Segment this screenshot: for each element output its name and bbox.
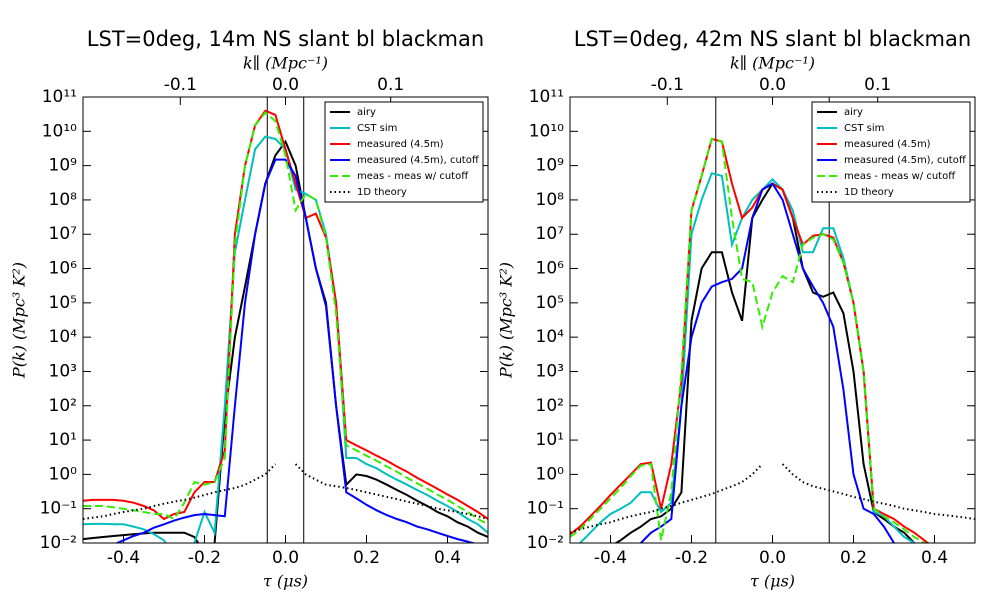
legend-label: meas - meas w/ cutoff [844, 171, 956, 182]
y-tick-label: 10³ [49, 361, 77, 381]
x-tick-label: -0.4 [594, 548, 627, 568]
series-line [614, 182, 916, 543]
x-tick-label: 0.0 [759, 548, 786, 568]
y-axis-label: P(k) (Mpc³ K²) [10, 262, 29, 379]
y-tick-label: 10⁻¹ [40, 499, 77, 519]
subplot: LST=0deg, 42m NS slant bl blackman τ (μs)… [497, 27, 976, 591]
y-tick-label: 10⁶ [49, 259, 78, 279]
y-tick-label: 10¹¹ [529, 87, 564, 107]
y-tick-label: 10⁴ [536, 327, 565, 347]
legend-label: measured (4.5m), cutoff [844, 155, 967, 166]
y-tick-label: 10¹⁰ [529, 121, 564, 141]
y-tick-label: 10¹⁰ [42, 121, 77, 141]
legend-label: 1D theory [844, 187, 894, 198]
series-line [114, 158, 477, 543]
y-tick-label: 10⁻¹ [527, 499, 564, 519]
x2-tick-label: 0.0 [272, 75, 299, 95]
y-tick-label: 10⁵ [49, 293, 77, 313]
series-line [570, 137, 930, 543]
chart-title: LST=0deg, 14m NS slant bl blackman [87, 27, 484, 51]
y-tick-label: 10⁷ [49, 224, 78, 244]
y-tick-label: 10⁻² [527, 533, 564, 553]
axes-frame [569, 96, 976, 544]
y-tick-label: 10⁰ [49, 464, 78, 484]
x-tick-label: 0.4 [921, 548, 948, 568]
y-tick-label: 10⁹ [49, 156, 78, 176]
y-tick-label: 10⁻² [40, 533, 77, 553]
y-tick-label: 10⁴ [49, 327, 78, 347]
x2-tick-label: -0.1 [651, 75, 684, 95]
x2-tick-label: 0.1 [864, 75, 891, 95]
series-line [83, 109, 488, 521]
x-tick-label: 0.2 [353, 548, 380, 568]
y-tick-label: 10¹ [536, 430, 564, 450]
chart-title: LST=0deg, 42m NS slant bl blackman [574, 27, 971, 51]
subplot: LST=0deg, 14m NS slant bl blackman τ (μs)… [10, 27, 489, 591]
y-tick-label: 10⁸ [536, 190, 565, 210]
x-tick-label: -0.2 [675, 548, 708, 568]
x2-tick-label: -0.1 [164, 75, 197, 95]
x2-tick-label: 0.0 [759, 75, 786, 95]
y-tick-label: 10¹ [49, 430, 77, 450]
x-axis-label: τ (μs) [750, 572, 795, 591]
y-tick-label: 10³ [536, 361, 564, 381]
y-tick-label: 10⁹ [536, 156, 565, 176]
legend-label: meas - meas w/ cutoff [357, 171, 469, 182]
legend-box [324, 101, 484, 203]
y-tick-label: 10⁸ [49, 190, 78, 210]
series-line [578, 172, 916, 543]
y-axis-label: P(k) (Mpc³ K²) [497, 262, 516, 379]
x-tick-label: -0.2 [188, 548, 221, 568]
series-line [570, 137, 927, 543]
series-line [83, 139, 488, 543]
y-tick-label: 10² [536, 396, 564, 416]
series-line [570, 463, 975, 534]
legend: airy CST sim measured (4.5m) measured (4.5m… [324, 101, 484, 203]
legend-label: airy [844, 107, 863, 118]
legend-label: airy [357, 107, 376, 118]
y-tick-label: 10⁰ [536, 464, 565, 484]
legend-label: measured (4.5m) [844, 139, 931, 150]
legend-label: CST sim [844, 123, 884, 134]
x2-axis-label: k∥ (Mpc⁻¹) [243, 54, 328, 73]
legend-box [811, 101, 971, 203]
legend-label: CST sim [357, 123, 397, 134]
x2-axis-label: k∥ (Mpc⁻¹) [730, 54, 815, 73]
x-tick-label: -0.4 [107, 548, 140, 568]
x-tick-label: 0.4 [434, 548, 461, 568]
legend: airy CST sim measured (4.5m) measured (4.5m… [811, 101, 971, 203]
y-tick-label: 10⁷ [536, 224, 565, 244]
series-line [83, 463, 488, 520]
series-line [83, 111, 488, 526]
y-tick-label: 10¹¹ [42, 87, 77, 107]
axes-frame [82, 96, 489, 544]
legend-label: measured (4.5m), cutoff [357, 155, 480, 166]
y-tick-label: 10⁶ [536, 259, 565, 279]
x-tick-label: 0.2 [840, 548, 867, 568]
x-axis-label: τ (μs) [263, 572, 308, 591]
y-tick-label: 10² [49, 396, 77, 416]
legend-label: measured (4.5m) [357, 139, 444, 150]
plot-area [83, 97, 488, 543]
x2-tick-label: 0.1 [377, 75, 404, 95]
y-tick-label: 10⁵ [536, 293, 564, 313]
legend-label: 1D theory [357, 187, 407, 198]
x-tick-label: 0.0 [272, 548, 299, 568]
plot-area [570, 97, 975, 543]
series-line [638, 182, 896, 543]
